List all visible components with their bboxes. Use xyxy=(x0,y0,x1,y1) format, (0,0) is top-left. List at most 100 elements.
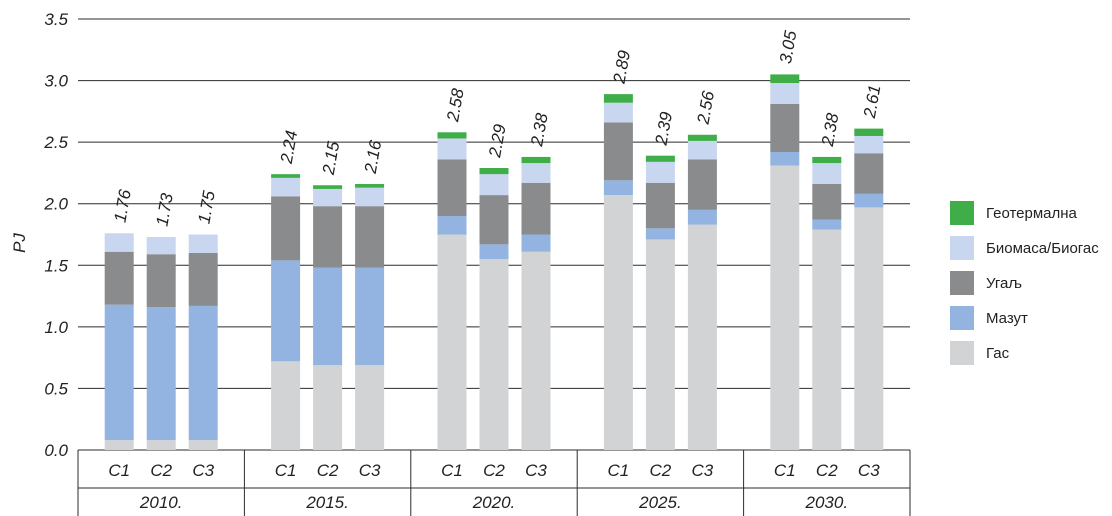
total-label: 1.76 xyxy=(110,188,135,224)
total-label: 2.56 xyxy=(693,89,718,126)
bar-segment xyxy=(603,195,633,450)
scenario-label: C1 xyxy=(275,461,297,480)
bar-segment xyxy=(770,151,800,166)
bar-segment xyxy=(645,161,675,183)
bar-segment xyxy=(521,234,551,252)
legend-swatch xyxy=(950,271,974,295)
bar-segment xyxy=(271,174,301,178)
bar-segment xyxy=(479,195,509,245)
legend-label: Мазут xyxy=(986,309,1028,327)
bar-segment xyxy=(355,267,385,366)
bar-segment xyxy=(437,216,467,235)
legend-item: Мазут xyxy=(950,306,1099,330)
scenario-label: C3 xyxy=(192,461,214,480)
scenario-label: C1 xyxy=(108,461,130,480)
bar-segment xyxy=(770,165,800,451)
y-tick-label: 0.0 xyxy=(44,441,68,460)
bar-segment xyxy=(687,224,717,450)
bar-segment xyxy=(188,305,218,441)
total-label: 2.29 xyxy=(485,122,510,159)
legend-swatch xyxy=(950,341,974,365)
total-label: 2.61 xyxy=(860,83,885,120)
bar-segment xyxy=(437,132,467,139)
bar-segment xyxy=(313,365,343,450)
total-label: 2.38 xyxy=(527,111,552,148)
total-label: 1.73 xyxy=(152,191,177,227)
scenario-label: C1 xyxy=(608,461,630,480)
bar-segment xyxy=(812,156,842,164)
scenario-label: C3 xyxy=(525,461,547,480)
bar-segment xyxy=(313,185,343,189)
legend-label: Гас xyxy=(986,344,1010,362)
bar-segment xyxy=(146,236,176,255)
legend-swatch xyxy=(950,236,974,260)
y-tick-label: 3.5 xyxy=(44,10,68,29)
bar-segment xyxy=(854,135,884,154)
y-tick-label: 1.0 xyxy=(44,318,68,337)
bar-segment xyxy=(313,267,343,366)
group-label: 2025. xyxy=(638,493,682,512)
y-tick-label: 2.5 xyxy=(43,133,68,152)
bar-segment xyxy=(104,251,134,305)
bar-segment xyxy=(313,206,343,268)
bar-segment xyxy=(146,307,176,441)
bar-segment xyxy=(603,180,633,196)
group-label: 2020. xyxy=(472,493,516,512)
y-axis-title: PJ xyxy=(10,233,29,253)
bar-segment xyxy=(521,163,551,183)
legend-label: Геотермална xyxy=(986,204,1077,222)
bar-segment xyxy=(479,244,509,260)
total-label: 2.24 xyxy=(277,129,302,166)
total-label: 2.16 xyxy=(361,138,386,175)
group-label: 2010. xyxy=(139,493,183,512)
scenario-label: C1 xyxy=(441,461,463,480)
legend-label: Угаљ xyxy=(986,274,1022,292)
bar-segment xyxy=(355,187,385,207)
scenario-label: C2 xyxy=(483,461,505,480)
scenario-label: C2 xyxy=(317,461,339,480)
y-tick-label: 1.5 xyxy=(44,256,68,275)
bar-segment xyxy=(812,163,842,185)
y-tick-label: 3.0 xyxy=(44,72,68,91)
bar-segment xyxy=(104,304,134,441)
chart-legend: Геотермална Биомаса/Биогас Угаљ Мазут Гас xyxy=(950,201,1099,377)
legend-label: Биомаса/Биогас xyxy=(986,239,1099,257)
bar-segment xyxy=(313,188,343,207)
bar-segment xyxy=(770,74,800,84)
bar-segment xyxy=(104,440,134,450)
legend-item: Биомаса/Биогас xyxy=(950,236,1099,260)
total-label: 2.38 xyxy=(818,111,843,148)
scenario-label: C2 xyxy=(816,461,838,480)
legend-swatch xyxy=(950,201,974,225)
bar-segment xyxy=(188,440,218,450)
legend-item: Геотермална xyxy=(950,201,1099,225)
bar-segment xyxy=(271,177,301,197)
scenario-label: C3 xyxy=(858,461,880,480)
bar-segment xyxy=(854,193,884,208)
bar-segment xyxy=(645,239,675,450)
scenario-label: C3 xyxy=(359,461,381,480)
legend-item: Гас xyxy=(950,341,1099,365)
bar-segment xyxy=(812,184,842,220)
bar-segment xyxy=(146,440,176,450)
scenario-label: C2 xyxy=(150,461,172,480)
bar-segment xyxy=(437,138,467,160)
y-tick-label: 0.5 xyxy=(44,379,68,398)
legend-item: Угаљ xyxy=(950,271,1099,295)
bar-segment xyxy=(271,196,301,261)
scenario-label: C1 xyxy=(774,461,796,480)
scenario-label: C3 xyxy=(692,461,714,480)
total-label: 2.15 xyxy=(319,140,344,177)
bar-segment xyxy=(271,260,301,362)
bar-segment xyxy=(854,128,884,136)
bar-segment xyxy=(188,252,218,306)
bar-segment xyxy=(479,168,509,175)
bar-segment xyxy=(687,209,717,225)
bar-segment xyxy=(603,122,633,181)
total-label: 3.05 xyxy=(776,29,801,65)
bar-segment xyxy=(687,134,717,141)
bar-segment xyxy=(770,103,800,152)
bar-segment xyxy=(687,159,717,210)
bar-segment xyxy=(854,207,884,450)
